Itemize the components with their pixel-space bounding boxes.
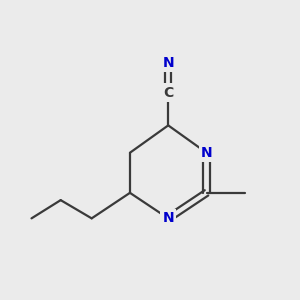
Text: N: N bbox=[201, 146, 212, 160]
Text: N: N bbox=[162, 56, 174, 70]
Text: N: N bbox=[162, 212, 174, 225]
Text: C: C bbox=[163, 85, 173, 100]
